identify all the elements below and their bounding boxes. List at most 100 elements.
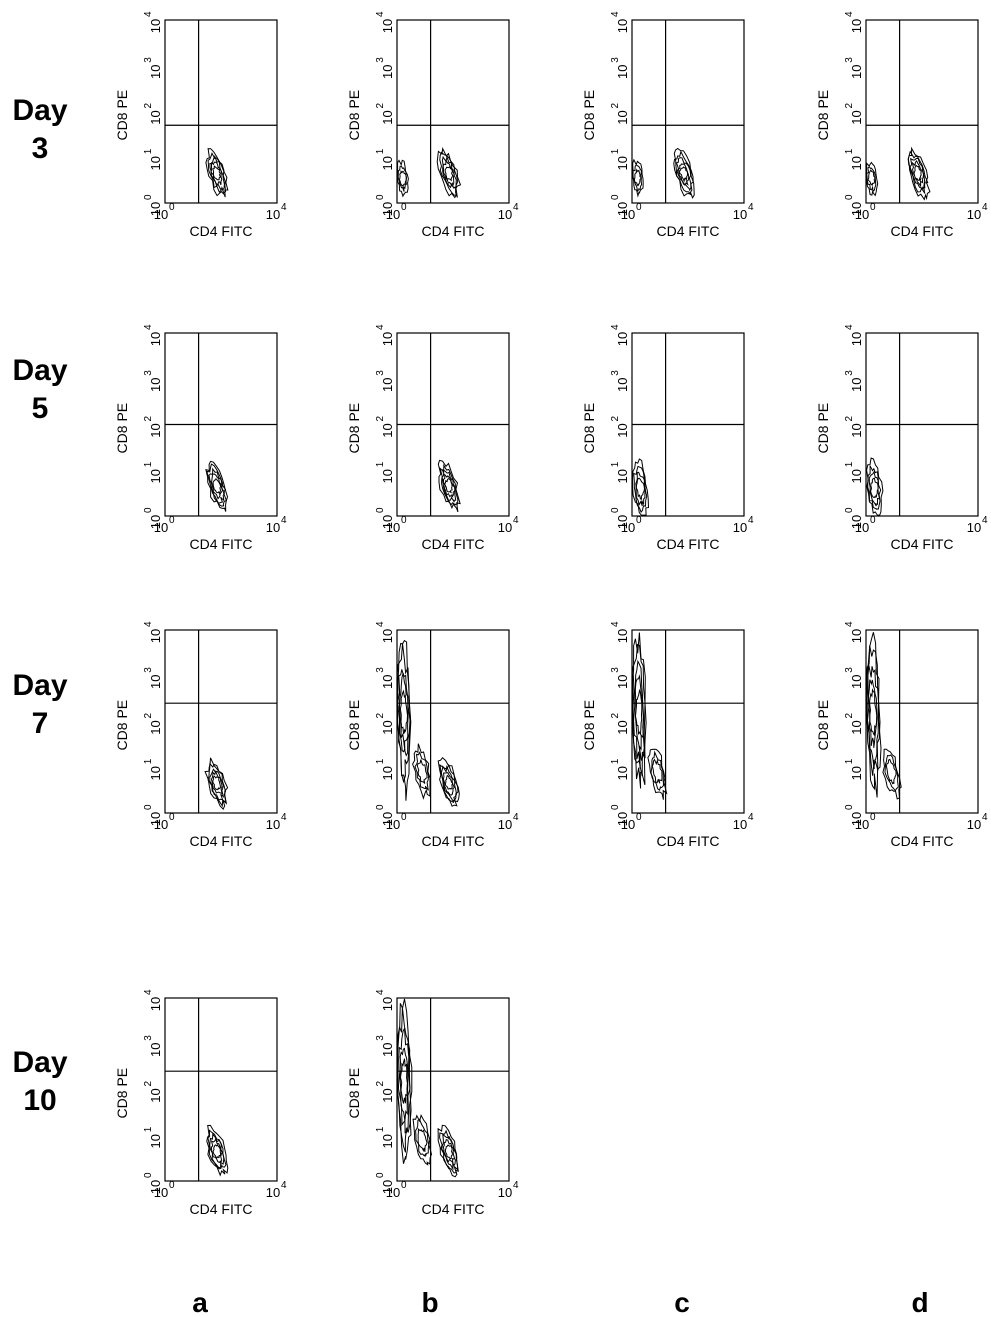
x-tick-exponent: 4: [982, 202, 988, 213]
column-label-a: a: [192, 1287, 208, 1317]
y-tick-label: 102: [375, 416, 395, 438]
column-label-b: b: [421, 1287, 438, 1317]
y-tick-exponent: 4: [375, 989, 386, 995]
contour-cd4: [911, 159, 925, 188]
contour-dn: [398, 170, 407, 187]
contour-cd8: [882, 748, 902, 800]
contour-cd8: [417, 1127, 428, 1152]
x-tick-label: 10 0: [386, 515, 407, 535]
y-tick-exponent: 1: [143, 461, 154, 467]
y-tick-label: 102: [143, 103, 163, 125]
x-axis-title: CD4 FITC: [190, 833, 253, 849]
x-tick-base: 10: [154, 520, 168, 535]
x-tick-exponent: 4: [982, 515, 988, 526]
y-tick-exponent: 2: [844, 416, 855, 422]
y-tick-exponent: 4: [375, 324, 386, 330]
y-axis-title: CD8 PE: [815, 90, 831, 141]
y-tick-base: 10: [615, 766, 630, 780]
y-tick-label: 103: [375, 1035, 395, 1057]
y-tick-exponent: 4: [375, 621, 386, 627]
y-tick-base: 10: [849, 469, 864, 483]
y-tick-base: 10: [615, 629, 630, 643]
y-tick-label: 101: [143, 148, 163, 170]
y-tick-label: 100: [143, 804, 163, 826]
x-tick-label: 10 0: [386, 202, 407, 222]
row-label-day-0: Day: [12, 94, 67, 127]
x-tick-exponent: 4: [281, 812, 287, 823]
y-tick-base: 10: [849, 812, 864, 826]
y-tick-exponent: 0: [143, 1172, 154, 1178]
x-tick-label: 10 0: [855, 515, 876, 535]
contour-cd4: [443, 473, 456, 498]
contour-cd4: [909, 157, 926, 190]
plot-frame: [164, 19, 278, 204]
x-tick-exponent: 4: [281, 1180, 287, 1191]
contour-cd4: [436, 146, 462, 199]
contour-cd8: [416, 759, 428, 784]
x-tick-label: 10 0: [855, 202, 876, 222]
y-tick-label: 101: [844, 461, 864, 483]
y-tick-label: 100: [375, 507, 395, 529]
contour-cd4: [439, 763, 459, 804]
x-tick-base: 10: [154, 1185, 168, 1200]
x-tick-label: 10 0: [154, 812, 175, 832]
y-tick-exponent: 3: [610, 57, 621, 63]
contour-cd4: [442, 772, 455, 796]
plot-frame: [396, 997, 510, 1182]
y-tick-label: 104: [375, 621, 395, 643]
contour-cd8: [412, 1113, 433, 1166]
y-tick-exponent: 4: [610, 621, 621, 627]
row-label-day-2: Day: [12, 669, 67, 702]
x-axis-title: CD4 FITC: [891, 536, 954, 552]
y-tick-label: 103: [610, 667, 630, 689]
y-tick-base: 10: [148, 332, 163, 346]
contour-cd4: [209, 155, 225, 192]
x-tick-exponent: 4: [748, 812, 754, 823]
x-tick-label: 10 4: [498, 812, 519, 832]
y-tick-base: 10: [849, 332, 864, 346]
y-tick-label: 102: [143, 416, 163, 438]
y-tick-exponent: 4: [375, 11, 386, 17]
y-tick-exponent: 1: [610, 148, 621, 154]
x-tick-label: 10 0: [154, 515, 175, 535]
y-tick-label: 103: [375, 370, 395, 392]
x-tick-label: 10 4: [498, 515, 519, 535]
y-tick-label: 104: [610, 324, 630, 346]
contour-cd4: [913, 164, 922, 182]
x-tick-exponent: 0: [169, 202, 175, 213]
contour-cd4: [444, 1144, 453, 1160]
contour-cd4: [207, 762, 227, 808]
y-tick-base: 10: [380, 1180, 395, 1194]
contour-cd4: [212, 1144, 222, 1159]
y-tick-exponent: 4: [143, 989, 154, 995]
y-tick-base: 10: [849, 202, 864, 216]
y-tick-base: 10: [148, 202, 163, 216]
x-tick-exponent: 4: [281, 515, 287, 526]
contour-cd4: [210, 770, 223, 795]
y-tick-exponent: 2: [610, 103, 621, 109]
y-tick-label: 103: [375, 667, 395, 689]
y-tick-base: 10: [615, 720, 630, 734]
contour-cd4: [678, 163, 690, 186]
y-tick-base: 10: [615, 19, 630, 33]
contour-cd4: [673, 147, 695, 199]
contour-dn_low: [870, 477, 879, 499]
x-tick-label: 10 4: [967, 515, 988, 535]
x-tick-base: 10: [386, 207, 400, 222]
y-axis-title: CD8 PE: [815, 403, 831, 454]
x-axis-title: CD4 FITC: [657, 223, 720, 239]
x-tick-base: 10: [266, 817, 280, 832]
contour-cd4: [444, 477, 453, 494]
y-tick-base: 10: [615, 202, 630, 216]
y-tick-exponent: 3: [143, 1035, 154, 1041]
contour-dn_low: [635, 477, 646, 500]
x-tick-base: 10: [266, 207, 280, 222]
contour-cd8: [398, 672, 409, 751]
y-tick-label: 100: [375, 1172, 395, 1194]
contour-dn: [867, 169, 876, 187]
x-tick-label: 10 4: [266, 515, 287, 535]
